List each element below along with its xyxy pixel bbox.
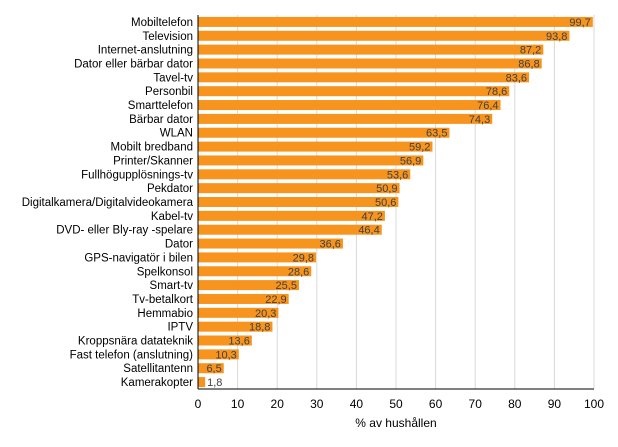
data-label: 22,9 [265, 294, 286, 306]
data-label: 53,6 [387, 169, 408, 181]
data-label: 46,4 [358, 225, 379, 237]
data-label: 25,5 [276, 280, 297, 292]
category-label: Pekdator [147, 183, 193, 195]
data-label: 86,8 [518, 58, 539, 70]
x-tick-label: 20 [271, 397, 285, 411]
x-tick-label: 100 [584, 397, 604, 411]
bar [198, 238, 343, 249]
bar [198, 183, 400, 194]
data-label: 36,6 [320, 239, 341, 251]
category-label: Printer/Skanner [113, 155, 193, 167]
bar [198, 113, 493, 124]
category-label: Smart-tv [150, 280, 194, 292]
category-label: Tavel-tv [153, 72, 193, 84]
category-label: IPTV [167, 322, 193, 334]
x-tick-label: 40 [350, 397, 364, 411]
data-label: 59,2 [409, 142, 430, 154]
category-label: Mobiltelefon [131, 17, 193, 29]
bar [198, 197, 399, 207]
bar [198, 307, 279, 318]
category-label: DVD- eller Bly-ray -spelare [56, 225, 193, 237]
data-label: 29,8 [293, 252, 314, 264]
data-label: 20,3 [255, 308, 276, 320]
data-label: 83,6 [506, 72, 527, 84]
category-label: Mobilt bredband [111, 142, 193, 154]
category-label: Personbil [145, 86, 193, 98]
data-label: 74,3 [469, 114, 490, 126]
category-label: Internet-anslutning [98, 45, 193, 57]
category-label: Kroppsnära datateknik [78, 336, 193, 348]
bar [198, 100, 501, 111]
data-label: 63,5 [426, 128, 447, 140]
bar [198, 224, 382, 235]
x-tick-label: 70 [469, 397, 483, 411]
bar [198, 155, 424, 166]
data-label: 87,2 [520, 45, 541, 57]
bar [198, 293, 289, 304]
category-label: Smarttelefon [128, 100, 193, 112]
x-tick-label: 30 [310, 397, 324, 411]
bar [198, 377, 206, 388]
category-label: WLAN [160, 128, 193, 140]
x-tick-label: 80 [508, 397, 522, 411]
category-label: Bärbar dator [129, 114, 193, 126]
bar [198, 169, 411, 180]
data-label: 50,6 [375, 197, 396, 209]
data-label: 50,9 [376, 183, 397, 195]
bar [198, 72, 530, 83]
bar [198, 30, 570, 41]
x-axis-title: % av hushållen [355, 416, 436, 430]
data-label: 93,8 [546, 31, 567, 43]
category-label: Kabel-tv [151, 211, 193, 223]
data-label: 13,6 [228, 336, 249, 348]
category-label: Kamerakopter [121, 377, 193, 389]
bar [198, 210, 385, 221]
category-label: Digitalkamera/Digitalvideokamera [22, 197, 194, 209]
bar [198, 141, 433, 152]
category-label: Dator [165, 239, 193, 251]
bar [198, 266, 312, 277]
data-label: 99,7 [569, 17, 590, 29]
category-label: Dator eller bärbar dator [74, 58, 193, 70]
bar [198, 44, 544, 55]
category-label: Hemmabio [137, 308, 193, 320]
x-tick-label: 0 [195, 397, 202, 411]
bar [198, 252, 317, 263]
category-label: Tv-betalkort [132, 294, 194, 306]
x-tick-label: 10 [231, 397, 245, 411]
data-label: 56,9 [400, 155, 421, 167]
x-tick-label: 50 [389, 397, 403, 411]
data-label: 47,2 [361, 211, 382, 223]
bar [198, 321, 273, 332]
category-label: Television [143, 31, 194, 43]
x-tick-label: 90 [548, 397, 562, 411]
x-tick-label: 60 [429, 397, 443, 411]
data-label: 18,8 [249, 322, 270, 334]
category-label: Spelkonsol [137, 266, 193, 278]
category-label: Fullhögupplösnings-tv [81, 169, 193, 181]
bar [198, 363, 224, 374]
data-label: 28,6 [288, 266, 309, 278]
data-label: 76,4 [477, 100, 498, 112]
bar [198, 349, 239, 360]
data-label: 1,8 [207, 377, 222, 389]
bar [198, 86, 510, 97]
bar [198, 16, 593, 27]
category-label: Fast telefon (anslutning) [70, 349, 194, 361]
bar [198, 335, 252, 346]
data-label: 6,5 [206, 363, 221, 375]
bar [198, 280, 299, 291]
bar [198, 127, 450, 138]
category-label: Satellitantenn [123, 363, 193, 375]
data-label: 10,3 [215, 349, 236, 361]
bar [198, 58, 542, 69]
data-label: 78,6 [486, 86, 507, 98]
category-label: GPS-navigatör i bilen [84, 252, 193, 264]
